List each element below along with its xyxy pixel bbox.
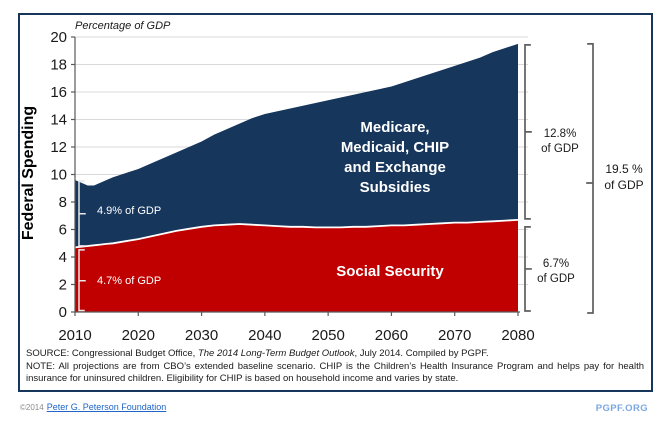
- callout-medicare-2010: 4.9% of GDP: [97, 205, 162, 217]
- medicare-area-label: Medicare, Medicaid, CHIP and Exchange Su…: [340, 119, 450, 196]
- x-tick-label: 2060: [375, 327, 408, 344]
- callout-social-security-2080: 6.7% of GDP: [526, 257, 586, 287]
- y-tick-label: 10: [50, 167, 67, 184]
- y-tick-label: 6: [59, 222, 67, 239]
- source-prefix: SOURCE: Congressional Budget Office,: [26, 348, 198, 359]
- callout-unit: of GDP: [537, 273, 575, 285]
- x-tick-label: 2080: [501, 327, 534, 344]
- x-tick-label: 2020: [122, 327, 155, 344]
- y-tick-label: 0: [59, 304, 67, 321]
- bracket-medicare-2010: [78, 180, 86, 247]
- site-link[interactable]: PGPF.ORG: [595, 403, 648, 414]
- y-tick-label: 12: [50, 139, 67, 156]
- org-link[interactable]: Peter G. Peterson Foundation: [46, 402, 167, 412]
- x-tick-label: 2070: [438, 327, 471, 344]
- callout-unit: of GDP: [541, 143, 579, 155]
- callout-value: 6.7%: [542, 258, 570, 270]
- footer: ©2014 Peter G. Peterson Foundation PGPF.O…: [20, 402, 651, 420]
- stacked-area-chart: 0 2 4 6 8 10 12 14 16 18 20 2010 2020 2030 2040 2050 206…: [50, 29, 594, 344]
- x-tick-label: 2040: [248, 327, 281, 344]
- callout-social-security-2010: 4.7% of GDP: [97, 275, 162, 287]
- bracket-total-2080: [586, 43, 594, 314]
- x-tick-label: 2030: [185, 327, 218, 344]
- y-tick-label: 18: [50, 57, 67, 74]
- callout-value: 19.5 %: [605, 162, 643, 176]
- source-suffix: , July 2014. Compiled by PGPF.: [354, 348, 489, 359]
- y-tick-label: 20: [50, 29, 67, 46]
- copyright-text: ©2014: [20, 403, 44, 412]
- callout-total-2080: 19.5 % of GDP: [592, 161, 656, 193]
- bracket-social-security-2080: [524, 226, 532, 312]
- source-title: The 2014 Long-Term Budget Outlook: [197, 348, 355, 359]
- bracket-medicare-2080: [524, 44, 532, 220]
- callout-medicare-2080: 12.8% of GDP: [530, 127, 590, 157]
- area-social-security: [75, 219, 518, 312]
- y-tick-label: 16: [50, 84, 67, 101]
- y-axis-title: Federal Spending: [20, 105, 37, 241]
- social-security-area-label: Social Security: [336, 263, 444, 280]
- y-tick-label: 2: [59, 277, 67, 294]
- x-tick-label: 2010: [58, 327, 91, 344]
- y-tick-label: 4: [59, 249, 67, 266]
- callout-unit: of GDP: [604, 178, 644, 192]
- bracket-social-security-2010: [78, 249, 86, 312]
- y-tick-label: 8: [59, 194, 67, 211]
- callout-value: 12.8%: [543, 128, 577, 140]
- axis-units-label: Percentage of GDP: [75, 20, 171, 32]
- source-note-block: SOURCE: Congressional Budget Office, The…: [26, 348, 644, 386]
- x-tick-label: 2050: [311, 327, 344, 344]
- series-divider-line: [74, 219, 519, 249]
- area-medicare: [75, 43, 518, 248]
- chart-frame: 0 2 4 6 8 10 12 14 16 18 20 2010 2020 2030 2040 2050 206…: [18, 13, 653, 392]
- y-tick-label: 14: [50, 112, 67, 129]
- note-line: NOTE: All projections are from CBO’s ext…: [26, 360, 644, 385]
- source-line: SOURCE: Congressional Budget Office, The…: [26, 348, 644, 361]
